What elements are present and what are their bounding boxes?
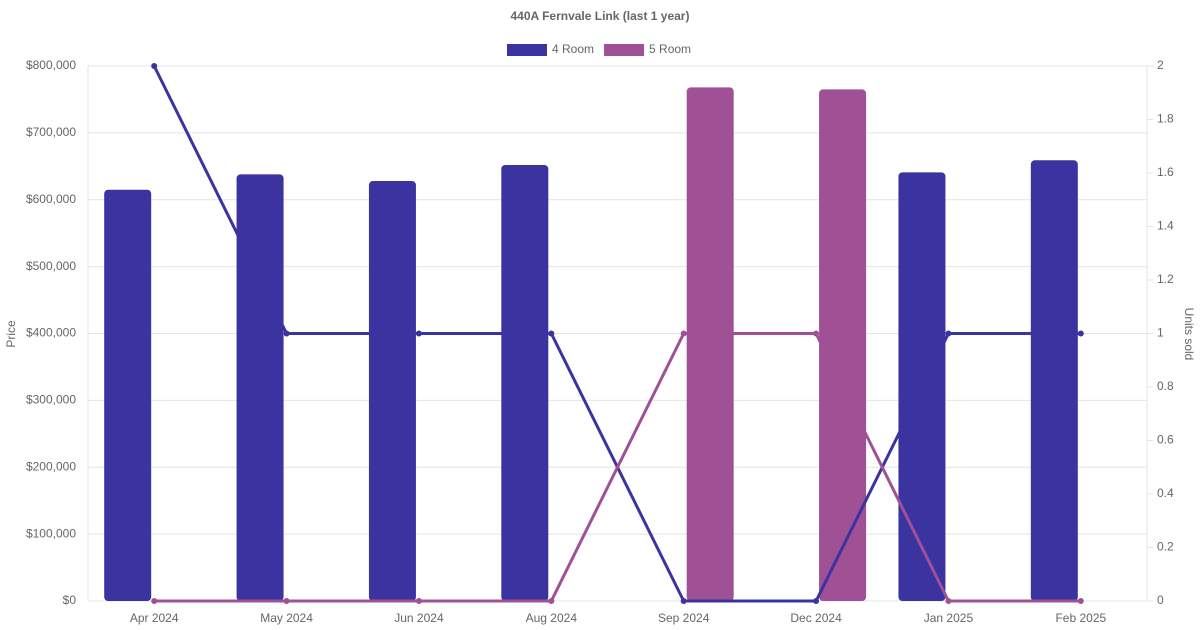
bar <box>1030 160 1078 601</box>
y2-tick-label: 1.4 <box>1157 219 1174 233</box>
x-tick-label: Jun 2024 <box>394 611 444 625</box>
x-tick-label: Dec 2024 <box>790 611 842 625</box>
y-tick-label: $600,000 <box>26 192 76 206</box>
legend-label: 5 Room <box>649 42 691 56</box>
units-point <box>548 330 555 337</box>
y2-tick-label: 0.8 <box>1157 379 1174 393</box>
chart-title: 440A Fernvale Link (last 1 year) <box>511 9 690 23</box>
y-tick-label: $700,000 <box>26 125 76 139</box>
y2-axis-title: Units sold <box>1182 308 1196 361</box>
units-point <box>151 63 158 69</box>
units-point <box>813 330 820 337</box>
bar <box>501 164 549 601</box>
units-point <box>1077 330 1084 337</box>
x-tick-label: Aug 2024 <box>526 611 578 625</box>
y2-tick-label: 2 <box>1157 58 1164 72</box>
y2-tick-label: 1 <box>1157 326 1164 340</box>
x-tick-label: May 2024 <box>260 611 313 625</box>
y2-tick-label: 0 <box>1157 593 1164 607</box>
y-tick-label: $100,000 <box>26 526 76 540</box>
legend-swatch <box>507 44 547 56</box>
x-tick-label: Feb 2025 <box>1055 611 1106 625</box>
bar <box>819 89 867 601</box>
units-point <box>1077 598 1084 604</box>
units-point <box>680 330 687 337</box>
y2-tick-label: 0.2 <box>1157 540 1174 554</box>
y-tick-label: $400,000 <box>26 326 76 340</box>
legend-swatch <box>604 44 645 56</box>
bar <box>368 181 416 601</box>
units-line <box>154 332 1081 603</box>
y2-tick-label: 0.4 <box>1157 486 1174 500</box>
x-tick-label: Sep 2024 <box>658 611 710 625</box>
units-point <box>945 330 952 337</box>
y2-tick-label: 1.2 <box>1157 272 1174 286</box>
x-tick-label: Apr 2024 <box>130 611 179 625</box>
y-axis-title: Price <box>4 320 18 348</box>
y2-tick-label: 1.6 <box>1157 165 1174 179</box>
y-tick-label: $800,000 <box>26 58 76 72</box>
units-point <box>548 598 555 604</box>
y-tick-label: $500,000 <box>26 259 76 273</box>
units-point <box>945 598 952 604</box>
units-point <box>415 598 422 604</box>
y-tick-label: $0 <box>63 593 77 607</box>
units-point <box>283 598 290 604</box>
bar <box>686 87 734 601</box>
units-point <box>283 330 290 337</box>
units-point <box>415 330 422 337</box>
y2-tick-label: 1.8 <box>1157 112 1174 126</box>
x-tick-label: Jan 2025 <box>924 611 974 625</box>
legend-label: 4 Room <box>552 42 594 56</box>
bar <box>104 189 152 601</box>
units-point <box>151 598 158 604</box>
units-point <box>813 598 820 604</box>
bar <box>236 174 284 601</box>
units-point <box>680 598 687 604</box>
y-tick-label: $200,000 <box>26 459 76 473</box>
y-tick-label: $300,000 <box>26 393 76 407</box>
y2-tick-label: 0.6 <box>1157 433 1174 447</box>
